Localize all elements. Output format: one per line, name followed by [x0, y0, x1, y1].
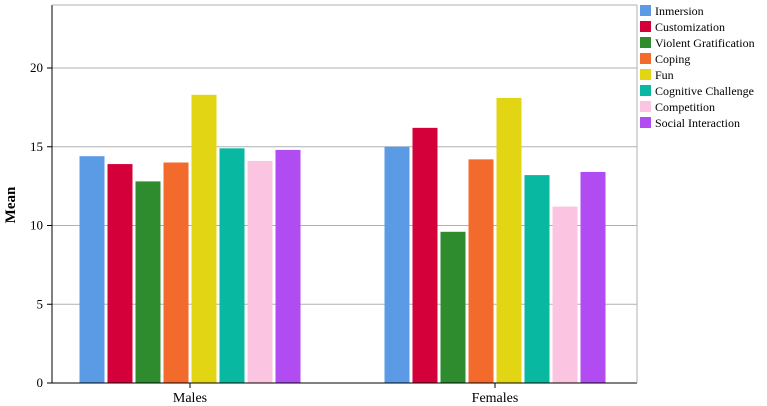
- legend-swatch: [640, 85, 651, 96]
- y-tick-label: 20: [30, 60, 43, 75]
- legend-swatch: [640, 5, 651, 16]
- y-tick-label: 10: [30, 218, 43, 233]
- bar-males-inmersion: [79, 156, 105, 383]
- bar-females-violent-gratification: [440, 231, 466, 383]
- bar-females-competition: [552, 206, 578, 383]
- bar-females-customization: [412, 127, 438, 383]
- legend-swatch: [640, 101, 651, 112]
- legend-swatch: [640, 21, 651, 32]
- y-axis-title: Mean: [3, 186, 19, 223]
- axes: 0 5 10 15 20 Males Females: [30, 4, 638, 406]
- legend-label: Coping: [655, 52, 690, 66]
- legend-label: Customization: [655, 20, 725, 34]
- bar-females-cognitive-challenge: [524, 175, 550, 383]
- bars: [79, 94, 606, 384]
- bar-females-fun: [496, 97, 522, 384]
- legend: Inmersion Customization Violent Gratificat…: [640, 4, 755, 130]
- bar-females-coping: [468, 159, 494, 383]
- legend-swatch: [640, 117, 651, 128]
- bar-males-social-interaction: [275, 149, 301, 383]
- legend-label: Social Interaction: [655, 116, 740, 130]
- x-tick-label: Females: [472, 391, 519, 406]
- bar-males-fun: [191, 94, 217, 384]
- legend-label: Inmersion: [655, 4, 704, 18]
- y-tick-label: 5: [37, 296, 44, 311]
- x-tick-label: Males: [173, 391, 207, 406]
- legend-label: Fun: [655, 68, 674, 82]
- legend-swatch: [640, 53, 651, 64]
- bar-males-coping: [163, 162, 189, 383]
- bar-males-competition: [247, 160, 273, 383]
- bar-females-inmersion: [384, 146, 410, 383]
- bar-males-cognitive-challenge: [219, 148, 245, 383]
- bar-females-social-interaction: [580, 171, 606, 383]
- legend-label: Competition: [655, 100, 715, 114]
- y-tick-label: 0: [37, 375, 44, 390]
- bar-males-customization: [107, 164, 133, 383]
- legend-swatch: [640, 37, 651, 48]
- y-tick-label: 15: [30, 139, 43, 154]
- legend-label: Violent Gratification: [655, 36, 755, 50]
- legend-swatch: [640, 69, 651, 80]
- bar-males-violent-gratification: [135, 181, 161, 383]
- legend-label: Cognitive Challenge: [655, 84, 754, 98]
